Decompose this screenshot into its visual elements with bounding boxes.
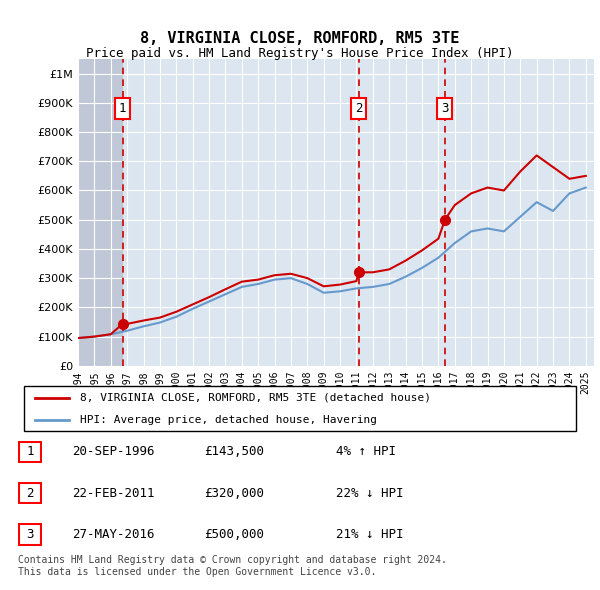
Text: 27-MAY-2016: 27-MAY-2016: [72, 528, 155, 541]
Text: 1: 1: [119, 102, 127, 115]
Text: £500,000: £500,000: [204, 528, 264, 541]
Text: 4% ↑ HPI: 4% ↑ HPI: [336, 445, 396, 458]
Text: 8, VIRGINIA CLOSE, ROMFORD, RM5 3TE: 8, VIRGINIA CLOSE, ROMFORD, RM5 3TE: [140, 31, 460, 46]
Text: 3: 3: [441, 102, 449, 115]
FancyBboxPatch shape: [23, 386, 577, 431]
Text: 22% ↓ HPI: 22% ↓ HPI: [336, 487, 404, 500]
FancyBboxPatch shape: [19, 442, 41, 462]
Text: 3: 3: [26, 528, 34, 541]
Text: HPI: Average price, detached house, Havering: HPI: Average price, detached house, Have…: [80, 415, 377, 425]
Text: Price paid vs. HM Land Registry's House Price Index (HPI): Price paid vs. HM Land Registry's House …: [86, 47, 514, 60]
FancyBboxPatch shape: [19, 483, 41, 503]
Text: 2: 2: [355, 102, 362, 115]
Text: £143,500: £143,500: [204, 445, 264, 458]
Text: 1: 1: [26, 445, 34, 458]
Text: 22-FEB-2011: 22-FEB-2011: [72, 487, 155, 500]
FancyBboxPatch shape: [19, 525, 41, 545]
Text: 20-SEP-1996: 20-SEP-1996: [72, 445, 155, 458]
Text: £320,000: £320,000: [204, 487, 264, 500]
Text: 2: 2: [26, 487, 34, 500]
Text: 21% ↓ HPI: 21% ↓ HPI: [336, 528, 404, 541]
Text: Contains HM Land Registry data © Crown copyright and database right 2024.
This d: Contains HM Land Registry data © Crown c…: [18, 555, 447, 577]
Text: 8, VIRGINIA CLOSE, ROMFORD, RM5 3TE (detached house): 8, VIRGINIA CLOSE, ROMFORD, RM5 3TE (det…: [80, 392, 431, 402]
Bar: [78, 59, 122, 366]
